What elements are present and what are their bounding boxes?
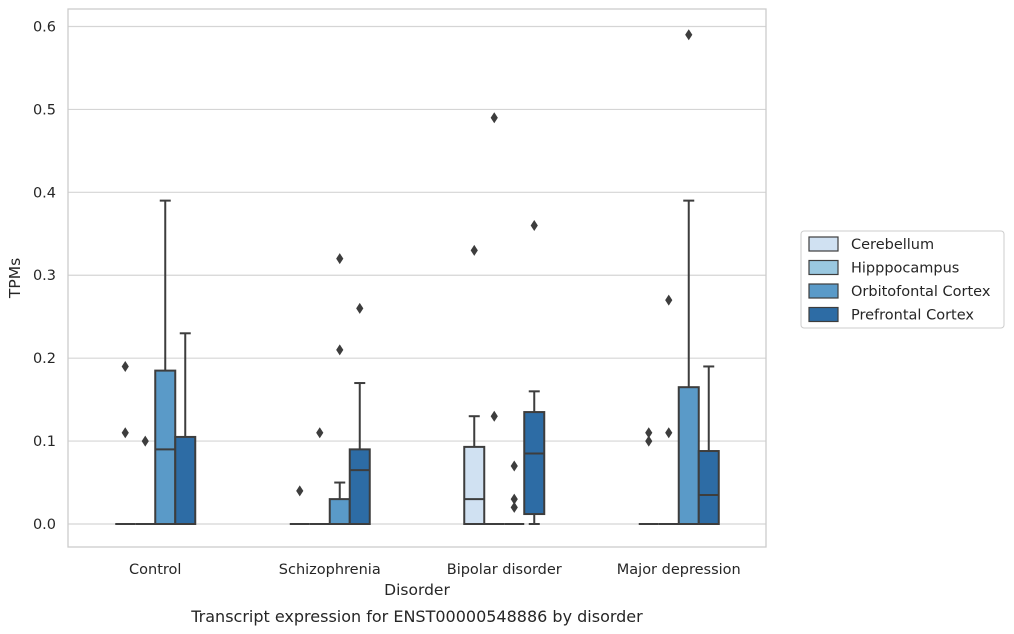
x-axis-ticks: Control Schizophrenia Bipolar disorder Majo…	[129, 562, 741, 578]
outlier-point	[316, 427, 324, 439]
box	[328, 498, 351, 526]
outlier-point	[121, 360, 129, 372]
y-tick-label: 0.6	[33, 19, 56, 35]
outlier-point	[296, 485, 304, 497]
box-cerebellum	[115, 360, 136, 525]
box-hipppocampus	[135, 435, 156, 525]
outlier-point	[645, 435, 653, 447]
box-orbitofontal-cortex	[504, 460, 525, 525]
box-prefrontal-cortex	[174, 332, 197, 526]
figure-caption: Transcript expression for ENST0000054888…	[190, 607, 643, 626]
box	[154, 369, 177, 525]
outlier-point	[645, 427, 653, 439]
box-cerebellum	[289, 485, 310, 525]
box-hipppocampus	[309, 427, 330, 525]
box-prefrontal-cortex	[348, 302, 371, 525]
x-axis-title: Disorder	[384, 581, 450, 599]
box-hipppocampus	[484, 112, 505, 525]
outlier-point	[336, 344, 344, 356]
box	[677, 386, 700, 525]
legend: Cerebellum Hipppocampus Orbitofontal Corte…	[800, 230, 1005, 329]
box-cerebellum	[463, 244, 486, 525]
box-cerebellum	[638, 427, 659, 525]
outlier-point	[470, 244, 478, 256]
outlier-point	[510, 501, 518, 513]
box	[174, 435, 197, 526]
legend-frame	[800, 230, 1005, 329]
box-prefrontal-cortex	[697, 365, 720, 526]
plot-area	[67, 8, 767, 548]
outlier-point	[490, 112, 498, 124]
outlier-point	[665, 427, 673, 439]
outlier-point	[356, 302, 364, 314]
legend-label: Cerebellum	[851, 237, 934, 253]
legend-label: Prefrontal Cortex	[851, 308, 974, 324]
x-tick-label: Major depression	[617, 562, 741, 578]
box	[348, 448, 371, 525]
x-tick-label: Bipolar disorder	[447, 562, 562, 578]
y-tick-label: 0.0	[33, 517, 56, 533]
outlier-point	[336, 253, 344, 265]
y-tick-label: 0.2	[33, 351, 56, 367]
legend-swatch	[808, 283, 839, 299]
box-orbitofontal-cortex	[328, 253, 351, 526]
box	[697, 450, 720, 526]
box-prefrontal-cortex	[523, 219, 546, 525]
y-axis-title: TPMs	[6, 258, 24, 299]
legend-label: Hipppocampus	[851, 261, 959, 277]
box-orbitofontal-cortex	[677, 29, 700, 525]
outlier-point	[530, 219, 538, 231]
y-tick-label: 0.4	[33, 185, 56, 201]
box-hipppocampus	[658, 294, 679, 525]
outlier-point	[510, 493, 518, 505]
y-tick-label: 0.3	[33, 268, 56, 284]
box	[463, 445, 486, 525]
outlier-point	[665, 294, 673, 306]
box	[523, 411, 546, 516]
legend-swatch	[808, 259, 839, 276]
outlier-point	[510, 460, 518, 472]
x-tick-label: Control	[129, 562, 181, 578]
outlier-point	[121, 427, 129, 439]
y-tick-label: 0.5	[33, 102, 56, 118]
x-tick-label: Schizophrenia	[279, 562, 381, 578]
outlier-point	[490, 410, 498, 422]
legend-swatch	[808, 306, 839, 323]
outlier-point	[685, 29, 693, 41]
legend-label: Orbitofontal Cortex	[851, 284, 991, 300]
outlier-point	[141, 435, 149, 447]
legend-swatch	[808, 236, 839, 252]
box-orbitofontal-cortex	[154, 199, 177, 525]
box-series	[115, 29, 720, 526]
y-axis-ticks: 0.0 0.1 0.2 0.3 0.4 0.5 0.6	[33, 19, 56, 533]
y-tick-label: 0.1	[33, 434, 56, 450]
